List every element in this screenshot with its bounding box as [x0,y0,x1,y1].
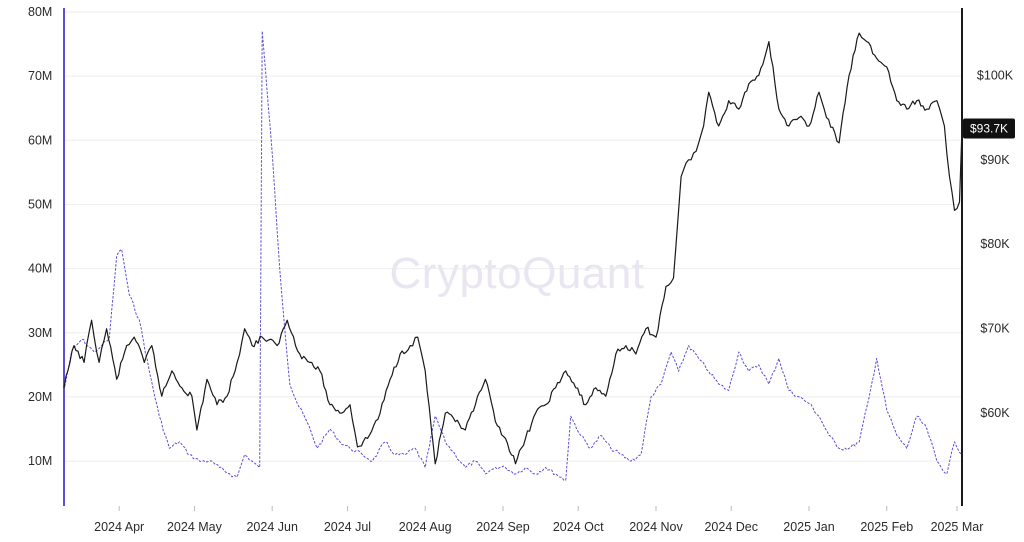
current-price-tag: $93.7K [963,118,1015,139]
x-tick-label: 2024 Oct [553,520,604,534]
left-tick-label: 20M [28,390,52,404]
right-tick-label: $80K [980,237,1010,251]
x-axis: 2024 Apr 2024 May 2024 Jun 2024 Jul 2024 Aug… [94,506,983,534]
price-line [63,32,963,465]
x-tick-label: 2024 Jul [324,520,371,534]
right-axis: $60K $70K $80K $90K $100K [977,68,1014,420]
x-tick-label: 2024 Apr [94,520,144,534]
left-axis: 10M 20M 30M 40M 50M 60M 70M 80M [28,5,52,468]
right-tick-label: $60K [980,406,1010,420]
x-tick-label: 2025 Jan [783,520,834,534]
current-price-label: $93.7K [970,122,1008,136]
x-tick-label: 2024 Nov [629,520,683,534]
watermark: CryptoQuant [390,249,645,298]
left-tick-label: 80M [28,5,52,19]
x-tick-label: 2025 Mar [931,520,984,534]
x-tick-label: 2024 May [167,520,223,534]
left-tick-label: 10M [28,454,52,468]
left-tick-label: 60M [28,133,52,147]
left-tick-label: 40M [28,262,52,276]
current-price-tag-bg [963,118,1015,139]
x-tick-label: 2025 Feb [860,520,913,534]
x-tick-label: 2024 Sep [476,520,530,534]
grid-lines [64,11,962,462]
x-tick-label: 2024 Jun [246,520,297,534]
x-tick-label: 2024 Aug [399,520,452,534]
right-tick-label: $100K [977,68,1014,82]
volume-line [63,30,963,481]
series-layer [63,30,963,481]
x-tick-label: 2024 Dec [704,520,758,534]
right-tick-label: $70K [980,322,1010,336]
left-tick-label: 70M [28,69,52,83]
left-tick-label: 50M [28,197,52,211]
right-tick-label: $90K [980,153,1010,167]
left-tick-label: 30M [28,326,52,340]
